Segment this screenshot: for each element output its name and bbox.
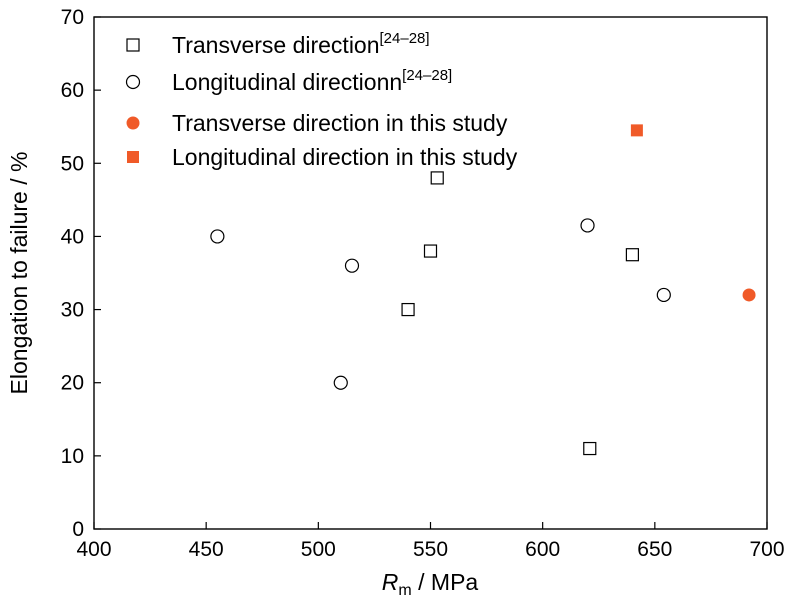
x-axis-unit: / MPa [412,569,479,595]
legend-entry-name: Longitudinal direction in this study [172,144,518,170]
y-tick-label: 40 [61,225,84,248]
x-tick-label: 550 [413,538,448,561]
tick-labels: 400 450 500 550 600 650 700 0 10 20 30 40 50 60 70 [61,6,785,561]
x-tick-label: 700 [749,538,784,561]
legend-entry: Transverse direction[24–28] [172,30,430,58]
x-tick-label: 600 [525,538,560,561]
open-circle-data-point [333,375,348,390]
legend-entry-name: Transverse direction [172,32,380,58]
x-axis-var: R [382,569,399,595]
y-axis-title: Elongation to failure / % [6,152,32,395]
x-axis-title: Rm / MPa [382,569,479,599]
open-square-data-point [401,302,415,317]
legend-marker-filled-square [127,151,139,163]
open-circle-data-point [210,229,225,244]
legend-marker-open-circle [125,74,141,90]
y-tick-label: 0 [72,518,84,541]
filled-circle-data-point [742,288,756,302]
open-circle-data-point [580,218,595,233]
legend-marker-open-square [126,38,140,52]
y-tick-label: 60 [61,79,84,102]
open-square-data-point [430,171,444,185]
open-square-data-point [423,244,438,258]
legend-entry: Longitudinal directionn[24–28] [172,67,452,95]
axis-ticks [93,16,768,530]
data-points [210,124,756,456]
legend: Transverse direction[24–28]Longitudinal … [125,30,518,170]
open-circle-data-point [344,258,360,273]
x-tick-label: 500 [301,538,336,561]
legend-entry-name: Longitudinal directionn [172,69,402,95]
legend-entry-name: Transverse direction in this study [172,110,508,136]
y-tick-label: 70 [61,6,84,29]
open-circle-data-point [656,287,671,303]
x-tick-label: 650 [637,538,672,561]
y-tick-label: 50 [61,152,84,175]
y-tick-label: 20 [61,372,84,395]
y-tick-label: 30 [61,299,84,322]
open-square-data-point [625,248,640,262]
legend-entry: Longitudinal direction in this study [172,144,518,170]
y-tick-label: 10 [61,445,84,468]
x-tick-label: 400 [76,538,111,561]
open-square-data-point [583,441,597,456]
x-tick-label: 450 [189,538,224,561]
legend-entry-ref: [24–28] [402,67,452,84]
legend-entry-ref: [24–28] [380,30,430,47]
filled-square-data-point [630,124,643,137]
legend-marker-filled-circle [126,116,140,130]
legend-entry: Transverse direction in this study [172,110,508,136]
x-axis-sub: m [398,582,411,599]
